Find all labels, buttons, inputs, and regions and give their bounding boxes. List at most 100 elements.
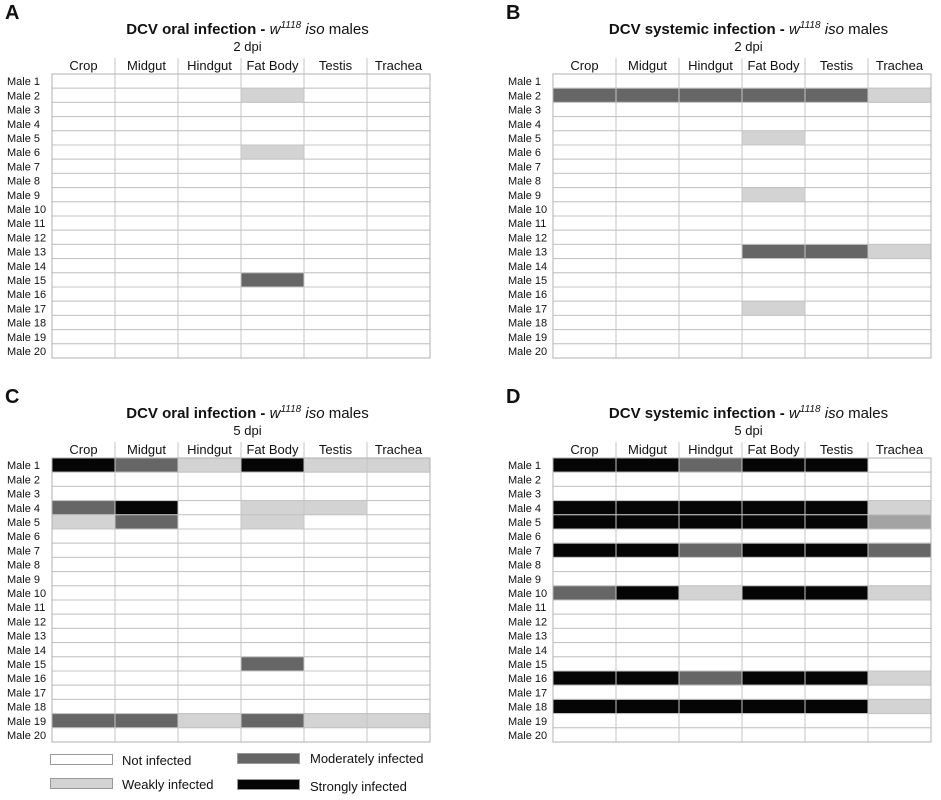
heatmap-cell [177,343,242,359]
heatmap-cell [678,144,743,160]
heatmap-cell [303,144,368,160]
heatmap-cell [303,172,368,189]
row-label: Male 11 [508,602,546,614]
heatmap-cell [114,571,179,587]
heatmap-cell [177,229,242,245]
heatmap-cell [615,229,680,245]
panel-dpi: 2 dpi [233,39,262,54]
row-label: Male 18 [7,318,46,330]
heatmap-cell [114,471,179,487]
row-label: Male 15 [508,659,547,671]
row-label: Male 4 [7,503,40,515]
heatmap-cell [303,343,368,359]
heatmap-cell [867,613,932,629]
row-label: Male 1 [508,460,541,472]
heatmap-cell [867,87,932,103]
heatmap-cell [867,457,932,473]
heatmap-cell [303,613,368,629]
heatmap-cell [741,542,806,558]
heatmap-cell [867,514,932,530]
heatmap-cell [51,187,116,203]
heatmap-cell [366,698,431,715]
heatmap-cell [678,329,743,345]
heatmap-cell [303,599,368,615]
heatmap-cell [804,87,869,103]
heatmap-cell [867,571,932,587]
heatmap-cell [804,585,869,601]
heatmap-cell [303,457,368,473]
heatmap-cell [51,101,116,118]
heatmap-cell [615,300,680,316]
heatmap-cell [240,613,305,629]
row-label: Male 5 [508,133,541,145]
row-label: Male 20 [508,346,547,358]
heatmap-cell [552,215,617,231]
heatmap-cell [552,656,617,672]
heatmap-cell [366,116,431,132]
heatmap-cell [678,272,743,288]
row-label: Male 20 [7,346,46,358]
heatmap-cell [177,727,242,743]
row-label: Male 18 [508,318,547,330]
row-label: Male 16 [7,673,46,685]
row-label: Male 6 [508,147,541,159]
legend-label-weakly-infected: Weakly infected [122,777,214,792]
heatmap-cell [678,229,743,245]
heatmap-cell [552,627,617,644]
heatmap-cell [741,215,806,231]
heatmap-cell [240,713,305,729]
heatmap-cell [867,471,932,487]
heatmap-cell [240,599,305,615]
heatmap-cell [552,684,617,700]
heatmap-cell [240,656,305,672]
heatmap-cell [615,528,680,544]
heatmap-cell [240,187,305,203]
heatmap-cell [177,571,242,587]
heatmap-cell [741,684,806,700]
heatmap-cell [867,258,932,274]
heatmap-cell [240,215,305,231]
title-genotype: w [788,405,800,422]
heatmap-cell [867,272,932,288]
heatmap-cell [804,613,869,629]
heatmap-cell [867,500,932,516]
column-header: Hindgut [187,442,232,457]
panel-c: C DCV oral infection - w1118 iso males 5… [5,386,445,761]
heatmap-cell [867,528,932,544]
heatmap-cell [366,343,431,359]
heatmap-cell [303,556,368,573]
row-label: Male 13 [508,631,547,643]
heatmap-grid: Crop Midgut Hindgut Fat Body Testis Trachea Ma… [7,58,431,359]
heatmap-cell [303,528,368,544]
column-header: Hindgut [688,58,733,73]
heatmap-cell [366,514,431,530]
heatmap-cell [804,201,869,217]
heatmap-cell [240,172,305,189]
heatmap-cell [366,599,431,615]
heatmap-cell [615,329,680,345]
heatmap-cell [615,73,680,89]
heatmap-cell [867,73,932,89]
heatmap-cell [366,642,431,658]
heatmap-cell [552,613,617,629]
heatmap-cell [804,101,869,118]
heatmap-cell [615,713,680,729]
row-label: Male 8 [508,560,541,572]
heatmap-cell [804,684,869,700]
heatmap-cell [678,514,743,530]
title-main: DCV systemic infection - [608,21,789,38]
heatmap-cell [366,101,431,118]
heatmap-cell [741,300,806,316]
heatmap-cell [741,727,806,743]
heatmap-cell [51,542,116,558]
heatmap-cell [615,343,680,359]
heatmap-cell [114,258,179,274]
heatmap-cell [678,542,743,558]
heatmap-cell [366,272,431,288]
row-label: Male 12 [7,616,46,628]
heatmap-cell [114,87,179,103]
heatmap-cell [678,471,743,487]
panel-title: DCV systemic infection - w1118 iso males [561,404,936,422]
heatmap-cell [114,116,179,132]
row-label: Male 15 [7,275,46,287]
